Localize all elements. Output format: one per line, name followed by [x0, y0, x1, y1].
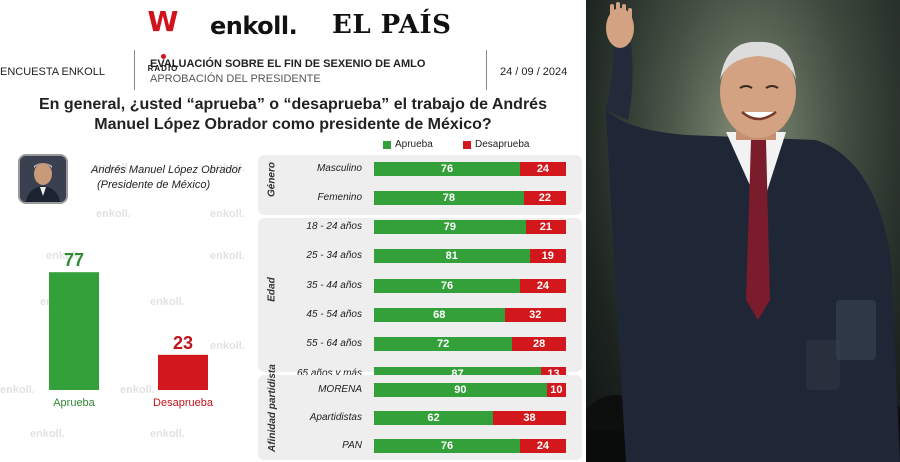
president-name: Andrés Manuel López Obrador [91, 164, 242, 176]
overall-approval-chart: 77 Aprueba 23 Desaprueba [49, 250, 214, 409]
enkoll-logo: enkoll. [210, 12, 298, 40]
value-label-desaprueba: 23 [173, 333, 193, 353]
bar-segment-aprueba: 72 [374, 337, 513, 352]
president-waving-illustration [586, 0, 900, 462]
survey-subtitle: APROBACIÓN DEL PRESIDENTE [150, 73, 321, 85]
category-label-aprueba: Aprueba [53, 397, 95, 409]
enkoll-watermark: enkoll. [46, 250, 81, 262]
president-photo [586, 0, 900, 462]
enkoll-watermark: enkoll. [96, 208, 131, 220]
survey-question: En general, ¿usted “aprueba” o “desaprue… [39, 96, 547, 133]
bar-segment-desaprueba: 19 [529, 249, 566, 264]
row-label: Masculino [316, 163, 362, 174]
el-pais-logo: EL PAÍS [332, 10, 452, 40]
enkoll-watermark: enkoll. [210, 340, 245, 352]
row-label: Apartidistas [309, 412, 362, 423]
bar-segment-aprueba: 62 [374, 411, 494, 425]
survey-label: ENCUESTA ENKOLL [0, 66, 105, 78]
bar-segment-aprueba: 79 [374, 220, 526, 234]
bar-segment-desaprueba: 38 [493, 411, 566, 425]
bar-segment-desaprueba: 24 [519, 439, 566, 453]
row-label: 18 - 24 años [306, 221, 362, 232]
bar-segment-desaprueba: 24 [519, 278, 566, 293]
info-divider-right [486, 50, 487, 90]
bar-segment-desaprueba: 28 [512, 337, 566, 352]
legend-swatch-aprueba [383, 141, 391, 149]
row-label: 55 - 64 años [306, 338, 362, 350]
legend-swatch-desaprueba [463, 141, 471, 149]
bar-segment-desaprueba: 32 [504, 307, 566, 322]
bar-segment-aprueba: 90 [374, 383, 547, 397]
value-label-aprueba: 77 [64, 250, 84, 270]
category-label-desaprueba: Desaprueba [153, 397, 214, 409]
bar-segment-desaprueba: 24 [519, 162, 566, 176]
row-label: MORENA [318, 384, 362, 395]
w-radio-logo: W RADIO [147, 5, 179, 74]
enkoll-watermark: enkoll. [0, 384, 35, 396]
enkoll-watermark: enkoll. [210, 250, 245, 262]
enkoll-watermark: enkoll. [96, 162, 131, 174]
enkoll-watermark: enkoll. [30, 428, 65, 440]
bar-segment-aprueba: 76 [374, 278, 520, 293]
bar-segment-desaprueba: 22 [523, 191, 566, 205]
legend-label-desaprueba: Desaprueba [475, 139, 530, 150]
info-divider-left [134, 50, 135, 90]
enkoll-watermark: enkoll. [210, 208, 245, 220]
row-label: 45 - 54 años [306, 308, 362, 320]
bar-segment-aprueba: 81 [374, 249, 530, 264]
bar-segment-desaprueba: 10 [546, 383, 566, 397]
president-role: (Presidente de México) [97, 179, 211, 191]
survey-date: 24 / 09 / 2024 [500, 66, 568, 78]
row-label: PAN [342, 440, 362, 451]
legend-label-aprueba: Aprueba [395, 139, 433, 150]
bar-segment-aprueba: 76 [374, 439, 520, 453]
enkoll-watermark: enkoll. [150, 296, 185, 308]
infographic-panel: enkoll. enkoll. enkoll. enkoll. enkoll. enkol… [0, 5, 582, 460]
bar-segment-desaprueba: 21 [525, 220, 566, 234]
president-avatar [18, 154, 68, 204]
bar-segment-aprueba: 78 [374, 191, 524, 205]
bar-aprueba [49, 272, 99, 390]
enkoll-watermark: enkoll. [150, 428, 185, 440]
row-label: Femenino [317, 192, 362, 203]
survey-title: EVALUACIÓN SOBRE EL FIN DE SEXENIO DE AM… [150, 58, 426, 70]
bar-desaprueba [158, 354, 208, 390]
bar-segment-aprueba: 68 [374, 307, 505, 322]
row-label: 25 - 34 años [306, 250, 362, 262]
row-label: 35 - 44 años [306, 279, 362, 291]
enkoll-watermark: enkoll. [210, 162, 245, 174]
row-label: 65 años y más [296, 367, 362, 379]
enkoll-watermark: enkoll. [120, 384, 155, 396]
bar-segment-aprueba: 76 [374, 162, 520, 176]
